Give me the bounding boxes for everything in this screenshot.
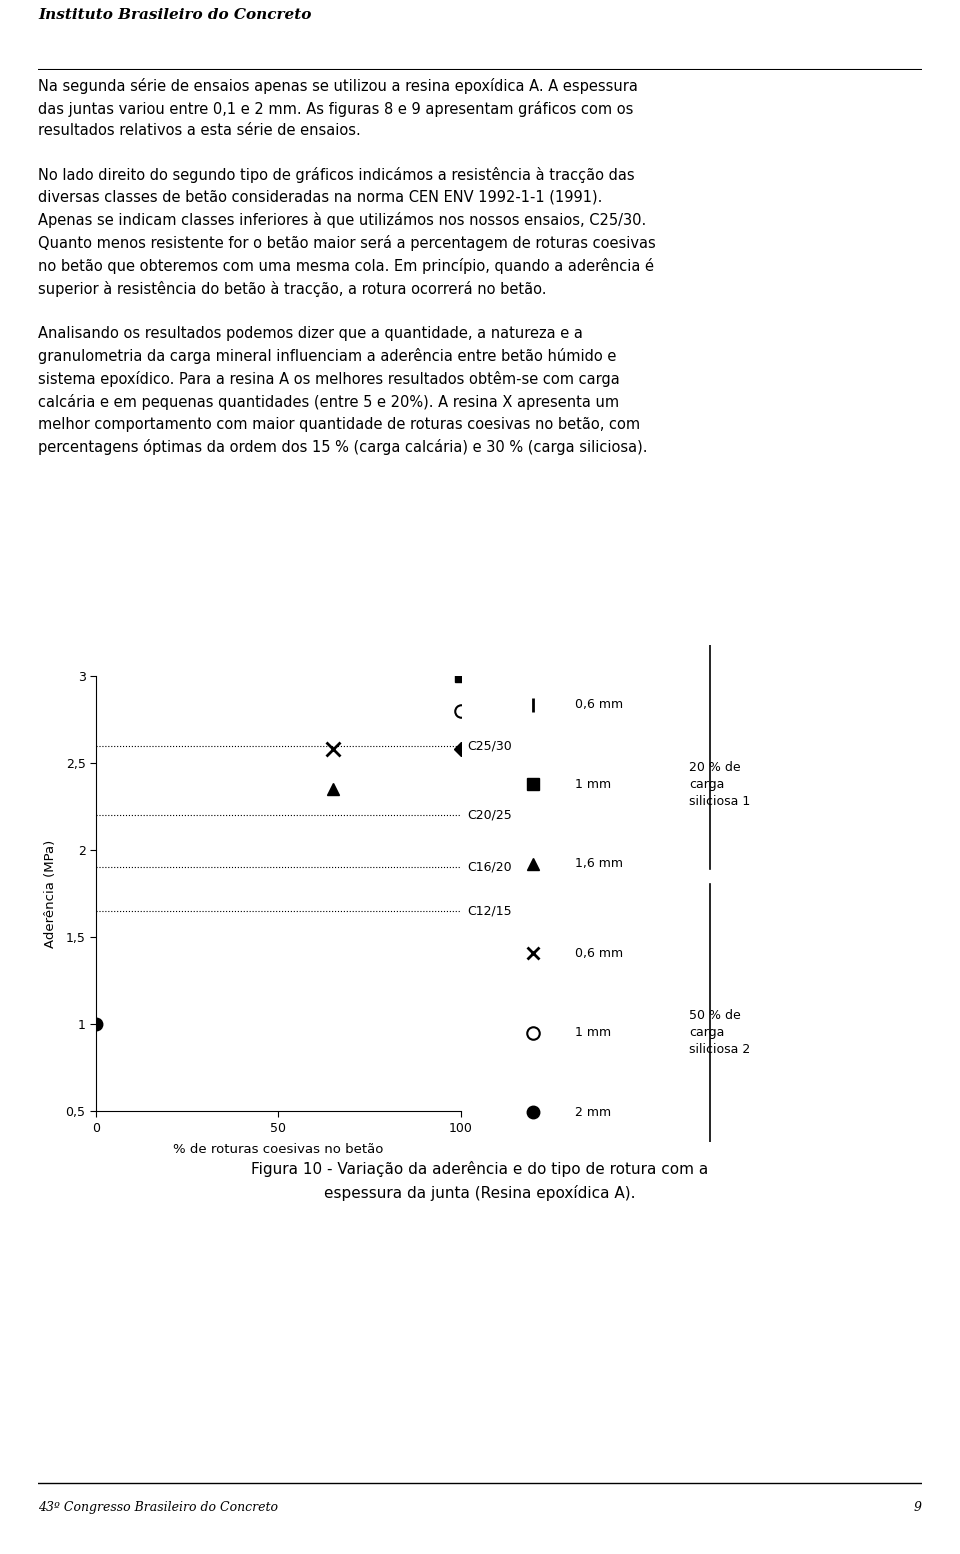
Text: 0,6 mm: 0,6 mm xyxy=(575,946,623,960)
Text: 1 mm: 1 mm xyxy=(575,777,612,791)
Text: 1 mm: 1 mm xyxy=(575,1026,612,1040)
Text: Na segunda série de ensaios apenas se utilizou a resina epoxídica A. A espessura: Na segunda série de ensaios apenas se ut… xyxy=(38,78,656,455)
Text: 1,6 mm: 1,6 mm xyxy=(575,858,623,870)
Text: C16/20: C16/20 xyxy=(468,861,513,873)
Text: Instituto Brasileiro do Concreto: Instituto Brasileiro do Concreto xyxy=(38,8,312,22)
Text: 9: 9 xyxy=(914,1501,922,1514)
Text: C12/15: C12/15 xyxy=(468,904,513,917)
Text: 2 mm: 2 mm xyxy=(575,1106,612,1119)
Text: 50 % de
carga
siliciosa 2: 50 % de carga siliciosa 2 xyxy=(689,1009,751,1057)
X-axis label: % de roturas coesivas no betão: % de roturas coesivas no betão xyxy=(173,1142,384,1156)
Text: 20 % de
carga
siliciosa 1: 20 % de carga siliciosa 1 xyxy=(689,760,751,808)
Text: C25/30: C25/30 xyxy=(468,740,513,752)
Text: 43º Congresso Brasileiro do Concreto: 43º Congresso Brasileiro do Concreto xyxy=(38,1501,278,1514)
Text: C20/25: C20/25 xyxy=(468,808,513,822)
Text: 0,6 mm: 0,6 mm xyxy=(575,698,623,712)
Text: Figura 10 - Variação da aderência e do tipo de rotura com a
espessura da junta (: Figura 10 - Variação da aderência e do t… xyxy=(252,1161,708,1201)
Y-axis label: Aderência (MPa): Aderência (MPa) xyxy=(44,839,58,948)
